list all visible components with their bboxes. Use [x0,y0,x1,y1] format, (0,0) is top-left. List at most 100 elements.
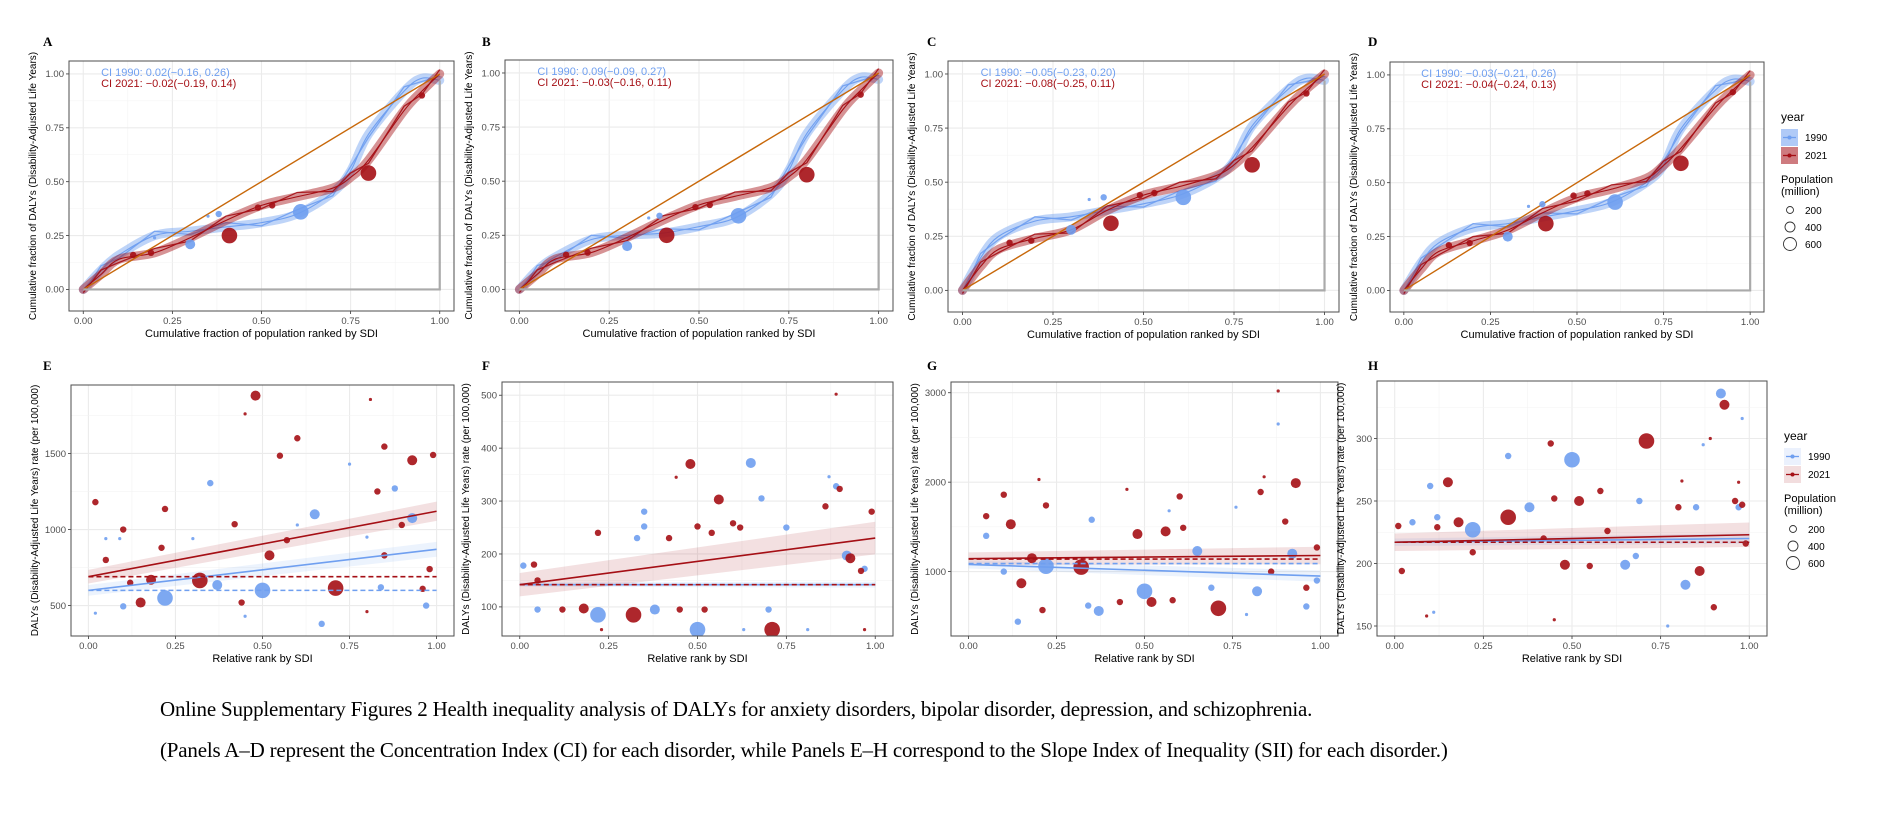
legend-size-circle [1786,556,1800,570]
data-point-2021 [1303,584,1310,591]
x-tick-label: 0.75 [1225,317,1244,328]
legend-key-point-2021 [1790,472,1795,477]
data-point-2021 [92,498,99,506]
data-point-2021 [694,523,701,530]
data-point-2021 [857,91,864,98]
data-point-1990 [1740,416,1744,421]
data-point-1990 [730,207,747,224]
x-tick-label: 0.75 [1223,641,1242,652]
x-tick-label: 0.25 [600,316,619,327]
data-point-2021 [1169,597,1176,604]
x-tick-label: 0.75 [341,316,360,327]
data-point-2021 [1552,618,1556,622]
data-point-2021 [1151,189,1158,197]
legend-year-label: 2021 [1808,470,1831,481]
x-tick-label: 0.50 [1135,641,1154,652]
x-axis-title: Relative rank by SDI [1094,653,1194,665]
data-point-1990 [1085,602,1092,609]
reference-bounds [519,79,880,291]
y-tick-label: 1.00 [46,69,65,80]
data-point-2021 [294,435,301,442]
x-tick-label: 1.00 [430,316,449,327]
data-point-2021 [1016,578,1027,589]
data-point-1990 [806,628,810,632]
data-point-2021 [147,249,155,257]
plot-frame [1389,61,1765,313]
x-axis-title: Cumulative fraction of population ranked… [1461,329,1694,341]
data-point-2021 [562,251,570,258]
data-point-2021 [238,599,245,606]
y-tick-label: 0.00 [482,285,501,296]
x-axis-title: Cumulative fraction of population ranked… [583,328,816,340]
data-point-2021 [264,550,275,561]
data-point-2021 [764,621,780,636]
data-point-2021 [1742,540,1749,547]
y-tick-label: 500 [481,391,497,402]
data-point-1990 [1524,502,1535,513]
data-point-1990 [365,535,369,539]
data-point-2021 [398,521,405,529]
panel-letter: H [1368,358,1378,373]
data-point-1990 [1303,603,1310,610]
legend-year-title: year [1781,110,1804,124]
data-point-2021 [1303,90,1310,97]
data-point-2021 [1073,559,1089,575]
data-point-2021 [1584,190,1591,197]
legend-size-circle [1783,237,1797,251]
x-axis-title: Cumulative fraction of population ranked… [145,328,378,340]
data-point-1990 [191,537,195,541]
confidence-band-1990 [88,541,437,596]
data-point-1990 [534,606,541,613]
data-point-1990 [1066,224,1077,235]
data-point-1990 [1632,552,1640,560]
y-tick-label: 0.00 [1367,286,1386,297]
legend-population-subtitle: (million) [1784,505,1823,517]
y-tick-label: 200 [1356,559,1372,570]
y-tick-label: 300 [481,496,497,507]
y-tick-label: 400 [481,443,497,454]
data-point-2021 [161,505,169,513]
plot-frame [68,60,455,312]
regression-line-1990 [968,563,1321,577]
panel-letter: C [927,34,936,49]
y-tick-label: 0.25 [482,231,501,242]
data-point-2021 [1267,568,1275,575]
x-tick-label: 1.00 [1311,641,1330,652]
data-point-2021 [1276,389,1280,393]
x-tick-label: 0.50 [1563,641,1582,652]
legend-size-label: 400 [1805,223,1822,234]
plot-frame [504,59,894,312]
data-point-2021 [407,455,418,466]
data-point-2021 [1395,522,1402,530]
legend-population-title: Population [1784,493,1836,505]
data-point-2021 [1103,215,1119,232]
panel-c: C 0.00 0.25 0.50 0.75 1.00 0.00 0.25 0.50 0.75 1.0… [907,34,1340,341]
data-point-2021 [625,607,642,623]
plot-area [1399,70,1755,295]
data-point-2021 [1597,487,1604,495]
plot-frame [501,381,894,637]
data-point-1990 [1136,583,1153,600]
data-point-2021 [1257,488,1264,496]
x-axis-title: Relative rank by SDI [1522,653,1622,665]
figure-canvas: A 0.00 0.25 0.50 0.75 1.00 0.00 0.25 0.50 0.75 1.0… [28,34,1836,665]
data-point-2021 [1210,600,1227,617]
data-point-1990 [1464,521,1481,538]
data-point-1990 [1167,509,1171,513]
data-point-1990 [1192,546,1203,557]
legend-size-circle [1787,540,1799,552]
data-point-1990 [1504,452,1512,460]
panel-letter: A [43,34,53,49]
data-point-1990 [1666,624,1670,628]
y-tick-label: 100 [481,602,497,613]
y-tick-label: 0.50 [1367,178,1386,189]
y-tick-label: 500 [50,601,66,612]
data-point-2021 [1136,191,1144,199]
x-tick-label: 1.00 [1741,317,1760,328]
data-point-1990 [1093,605,1104,616]
data-point-1990 [590,607,606,623]
data-point-2021 [857,567,865,575]
data-point-2021 [578,603,589,614]
data-point-2021 [530,561,538,568]
